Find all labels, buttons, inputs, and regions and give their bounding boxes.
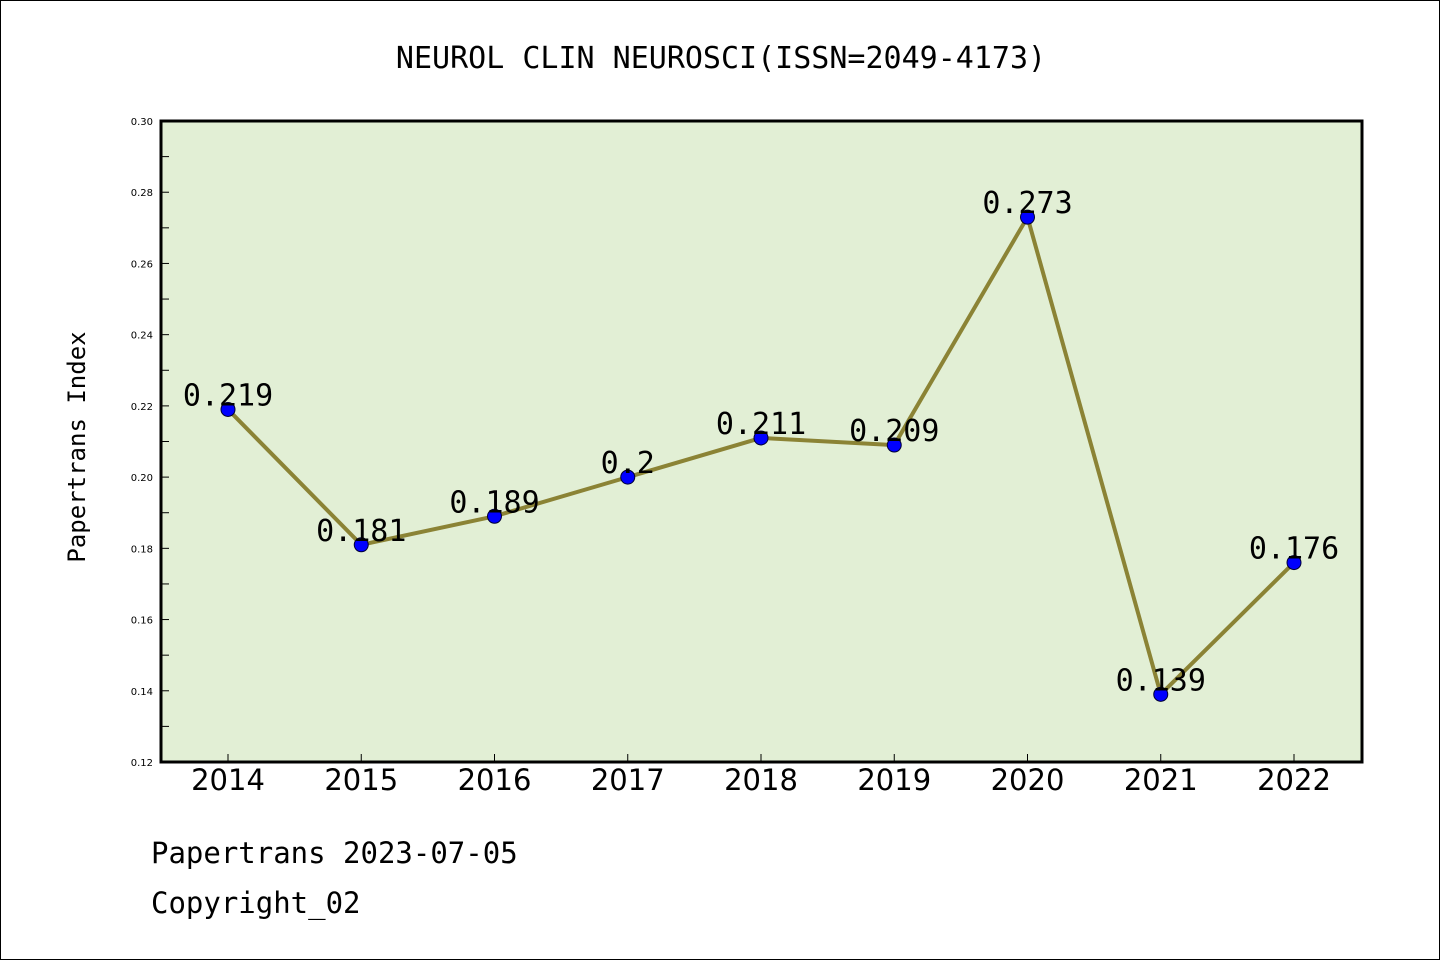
y-tick-label: 0.22 bbox=[131, 402, 153, 413]
data-point bbox=[1153, 686, 1169, 702]
plot-area: 0.12 0.14 0.16 0.18 0.20 0.22 0.24 0.26 0.28 0.30… bbox=[131, 117, 1364, 797]
data-point bbox=[886, 437, 902, 453]
x-tick-label: 2016 bbox=[458, 763, 532, 797]
y-axis-label: Papertrans Index bbox=[63, 331, 91, 562]
y-tick-label: 0.30 bbox=[131, 117, 153, 128]
data-point bbox=[753, 430, 769, 446]
y-tick-label: 0.16 bbox=[131, 616, 153, 627]
data-point bbox=[620, 469, 636, 485]
x-tick-label: 2017 bbox=[591, 763, 665, 797]
y-tick-label: 0.20 bbox=[131, 473, 153, 484]
x-tick-label: 2014 bbox=[191, 763, 265, 797]
x-tick-label: 2019 bbox=[857, 763, 931, 797]
y-tick-label: 0.24 bbox=[131, 331, 153, 342]
footer-source: Papertrans 2023-07-05 bbox=[151, 836, 518, 870]
data-label: 0.209 bbox=[849, 414, 939, 449]
data-label: 0.211 bbox=[716, 407, 806, 442]
chart-title: NEUROL CLIN NEUROSCI(ISSN=2049-4173) bbox=[396, 41, 1046, 76]
x-tick-label: 2015 bbox=[324, 763, 398, 797]
y-tick-label: 0.26 bbox=[131, 259, 153, 270]
data-point bbox=[1020, 209, 1035, 225]
data-label: 0.139 bbox=[1116, 663, 1206, 698]
data-label: 0.219 bbox=[183, 378, 273, 413]
data-label: 0.189 bbox=[449, 485, 539, 520]
x-tick-label: 2022 bbox=[1257, 763, 1331, 797]
x-tick-label: 2018 bbox=[724, 763, 798, 797]
plot-frame bbox=[159, 119, 1364, 764]
y-tick-label: 0.14 bbox=[131, 687, 153, 698]
footer-copyright: Copyright_02 bbox=[151, 886, 361, 920]
y-tick-label: 0.28 bbox=[131, 188, 153, 199]
y-tick-label: 0.18 bbox=[131, 544, 153, 555]
data-point bbox=[1286, 555, 1302, 571]
x-tick-label: 2021 bbox=[1124, 763, 1198, 797]
y-tick-label: 0.12 bbox=[131, 758, 153, 769]
data-label: 0.273 bbox=[982, 186, 1072, 221]
data-point bbox=[353, 537, 369, 553]
data-label: 0.2 bbox=[601, 446, 655, 481]
data-label: 0.181 bbox=[316, 514, 406, 549]
x-tick-label: 2020 bbox=[991, 763, 1065, 797]
data-point bbox=[220, 401, 236, 417]
data-point bbox=[487, 508, 502, 524]
data-label: 0.176 bbox=[1249, 532, 1339, 567]
